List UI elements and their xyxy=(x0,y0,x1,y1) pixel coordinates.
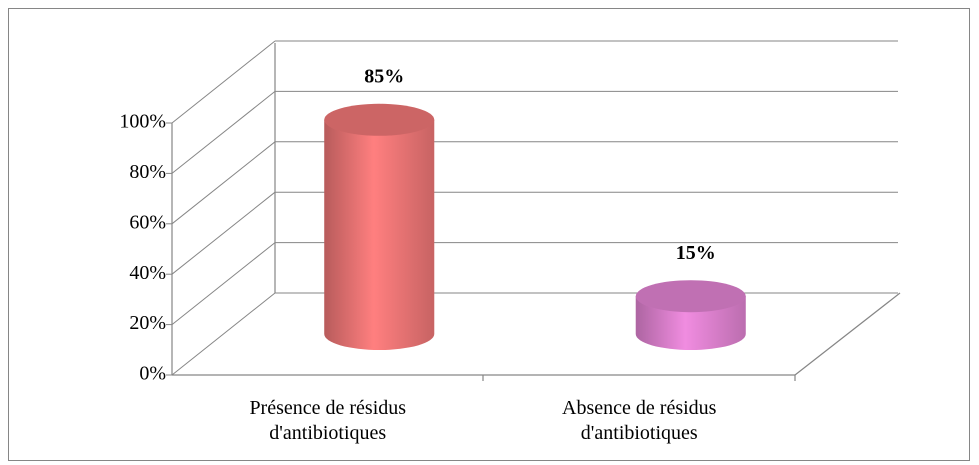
cylinder-top-shade xyxy=(324,103,435,136)
grid-line xyxy=(171,242,276,325)
y-tick-label: 100% xyxy=(119,111,166,133)
x-tick-label: Absence de résidus d'antibiotiques xyxy=(562,397,717,444)
grid-line xyxy=(171,141,276,225)
y-tick-label: 0% xyxy=(139,363,166,385)
cylinder-top xyxy=(635,280,746,313)
grid-line xyxy=(171,191,276,275)
grid-line xyxy=(171,91,276,174)
data-label: 15% xyxy=(676,242,716,264)
grid-line xyxy=(171,292,276,376)
x-tick-label: Présence de résidus d'antibiotiques xyxy=(249,397,407,444)
cylinder-shade xyxy=(324,119,435,350)
chart-border xyxy=(8,8,970,461)
y-tick-label: 20% xyxy=(129,312,166,334)
axes xyxy=(171,43,901,381)
data-label: 85% xyxy=(364,65,404,87)
grid-line xyxy=(171,40,276,124)
cylinder-top-shade xyxy=(635,280,746,313)
y-tick-label: 60% xyxy=(129,211,166,233)
y-tick-label: 40% xyxy=(129,262,166,284)
floor-right xyxy=(794,292,901,376)
y-tick-label: 80% xyxy=(129,161,166,183)
cylinder-top xyxy=(324,103,435,136)
